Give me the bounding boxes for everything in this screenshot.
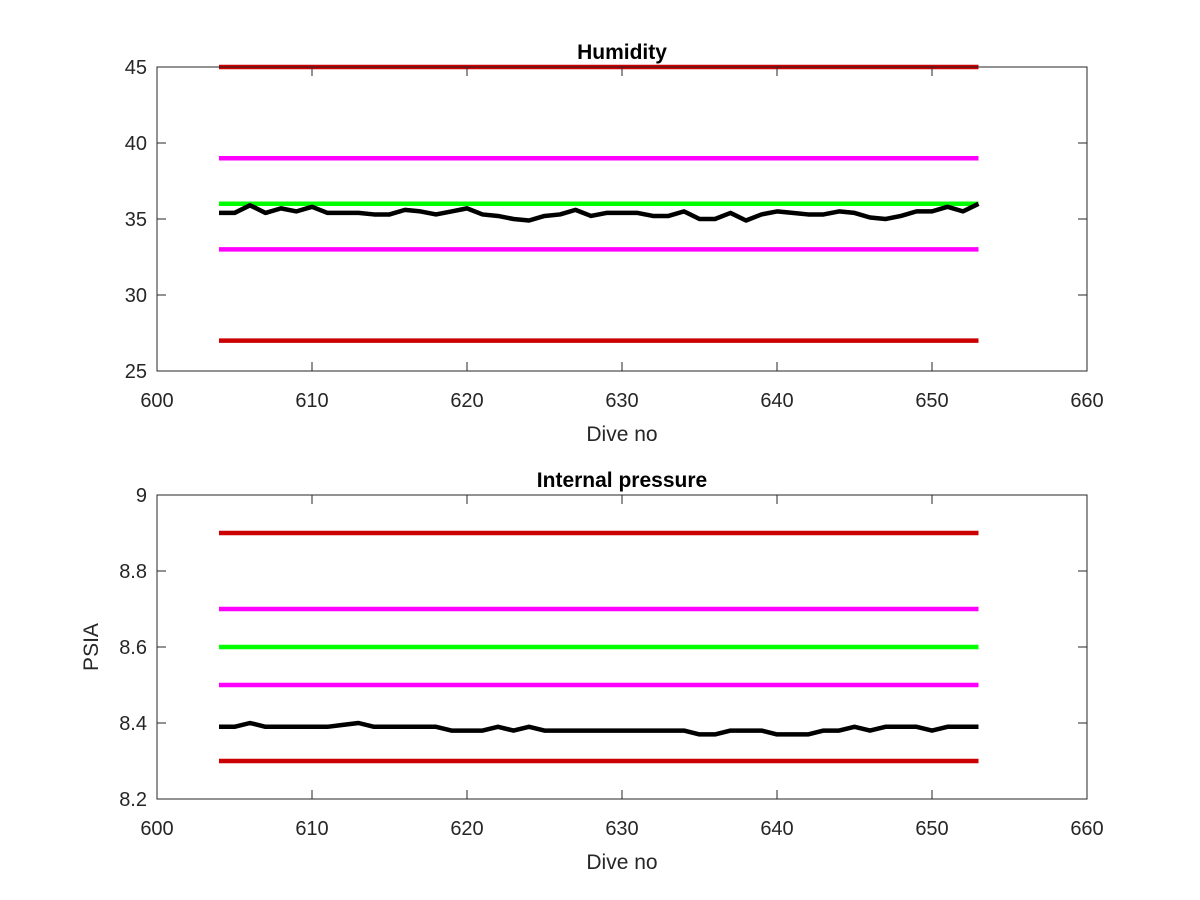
humidity-y-tick-label: 35	[125, 209, 147, 231]
humidity-x-tick-label: 640	[760, 390, 793, 412]
humidity-panel: 600 610 620 630 640 650 660 25 30 35 40 45 Humidity…	[125, 41, 1104, 446]
pressure-y-tick-label: 8.6	[119, 637, 147, 659]
humidity-y-tick-label: 25	[125, 361, 147, 383]
humidity-x-tick-label: 660	[1070, 390, 1103, 412]
pressure-y-tick-label: 8.4	[119, 713, 147, 735]
humidity-x-tick-label: 650	[915, 390, 948, 412]
pressure-x-tick-label: 660	[1070, 818, 1103, 840]
pressure-x-tick-label: 640	[760, 818, 793, 840]
pressure-x-tick-label: 610	[295, 818, 328, 840]
pressure-title: Internal pressure	[537, 469, 707, 492]
pressure-y-tick-label: 9	[136, 485, 147, 507]
humidity-x-tick-label: 600	[140, 390, 173, 412]
humidity-y-tick-label: 45	[125, 57, 147, 79]
humidity-ticks-layer: 600 610 620 630 640 650 660 25 30 35 40 45	[125, 57, 1104, 412]
pressure-ticks-layer: 600 610 620 630 640 650 660 8.2 8.4 8.6 8.8 9	[119, 485, 1104, 840]
pressure-y-tick-label: 8.2	[119, 789, 147, 811]
pressure-panel: 600 610 620 630 640 650 660 8.2 8.4 8.6 8.8 9 Inter…	[80, 469, 1104, 874]
humidity-series-5	[219, 201, 980, 223]
humidity-x-tick-label: 610	[295, 390, 328, 412]
pressure-y-axis-label: PSIA	[80, 623, 103, 671]
humidity-x-tick-label: 630	[605, 390, 638, 412]
pressure-series-layer	[219, 530, 979, 764]
pressure-x-tick-label: 600	[140, 818, 173, 840]
pressure-x-tick-label: 630	[605, 818, 638, 840]
humidity-x-tick-label: 620	[450, 390, 483, 412]
humidity-x-axis-label: Dive no	[586, 423, 657, 446]
humidity-title: Humidity	[577, 41, 667, 64]
pressure-x-tick-label: 650	[915, 818, 948, 840]
humidity-y-tick-label: 30	[125, 285, 147, 307]
pressure-series-5	[219, 720, 979, 737]
pressure-y-tick-label: 8.8	[119, 561, 147, 583]
humidity-y-tick-label: 40	[125, 133, 147, 155]
pressure-x-tick-label: 620	[450, 818, 483, 840]
pressure-x-axis-label: Dive no	[586, 851, 657, 874]
